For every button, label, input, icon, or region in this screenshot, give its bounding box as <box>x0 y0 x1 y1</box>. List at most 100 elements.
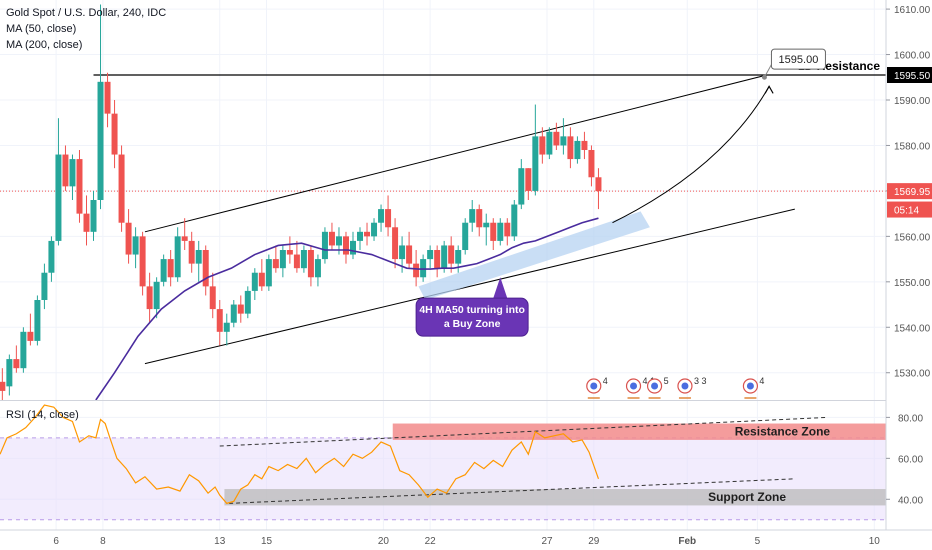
event-count: 4 1 <box>643 376 656 386</box>
time-tick-label: 8 <box>100 536 106 547</box>
candle-body <box>195 250 202 264</box>
price-badge-label: 1569.95 <box>894 187 931 198</box>
candle-body <box>490 222 497 241</box>
time-tick-label: 20 <box>378 536 390 547</box>
candle-body <box>371 222 378 237</box>
candle-body <box>41 272 48 300</box>
candles <box>0 4 602 400</box>
rsi-tick-label: 60.00 <box>898 454 923 465</box>
candle-body <box>104 81 111 114</box>
candle-body <box>230 304 237 323</box>
candle-body <box>146 286 153 310</box>
candle-body <box>546 131 553 155</box>
event-marker-flag-icon <box>746 382 754 390</box>
price-tick-label: 1610.00 <box>894 5 931 16</box>
candle-body <box>181 236 188 241</box>
time-tick-label: 29 <box>588 536 600 547</box>
chart-title: Gold Spot / U.S. Dollar, 240, IDC <box>6 7 167 19</box>
candle-body <box>476 209 483 228</box>
price-tick-label: 1600.00 <box>894 51 931 62</box>
candle-body <box>378 209 385 223</box>
time-tick-label: 27 <box>541 536 553 547</box>
price-tick-label: 1590.00 <box>894 96 931 107</box>
candle-body <box>188 240 195 264</box>
candle-body <box>497 222 504 241</box>
candle-body <box>399 245 406 260</box>
candle-body <box>392 227 399 260</box>
price-badge-label: 1595.50 <box>894 71 931 82</box>
callout-pointer <box>493 277 508 299</box>
candle-body <box>462 222 469 250</box>
event-marker-flag-icon <box>681 382 689 390</box>
candle-body <box>174 236 181 278</box>
event-count: 3 3 <box>694 376 707 386</box>
projection-arrowhead <box>764 85 774 94</box>
ma50-line <box>95 217 599 401</box>
price-tick-label: 1580.00 <box>894 141 931 152</box>
candle-body <box>0 381 6 391</box>
time-tick-label: 22 <box>425 536 437 547</box>
candle-body <box>69 159 76 187</box>
candle-body <box>581 140 588 150</box>
support-zone <box>224 489 886 506</box>
resistance-zone-label: Resistance Zone <box>735 425 831 439</box>
rsi-line <box>0 404 600 505</box>
candle-body <box>27 331 34 341</box>
price-tick-label: 1550.00 <box>894 278 931 289</box>
ma50-series <box>95 217 599 401</box>
candle-body <box>307 250 314 278</box>
candle-body <box>265 259 272 287</box>
event-count: 5 <box>664 376 669 386</box>
rsi-zones: Resistance Zone Support Zone <box>219 416 886 506</box>
candle-body <box>595 177 602 192</box>
price-tick-label: 1530.00 <box>894 369 931 380</box>
candle-body <box>97 81 104 200</box>
candle-body <box>567 136 574 160</box>
candle-body <box>321 231 328 260</box>
time-tick-label: Feb <box>678 536 696 547</box>
event-markers: 4 4 1 5 3 3 4 <box>586 376 764 399</box>
candle-body <box>62 154 69 187</box>
candle-body <box>349 240 356 255</box>
rsi-lower-trendline <box>229 478 795 504</box>
channel-lower-line <box>144 208 795 365</box>
candle-body <box>286 250 293 255</box>
price-tick-label: 1540.00 <box>894 323 931 334</box>
candle-body <box>237 304 244 314</box>
candle-body <box>511 204 518 237</box>
time-tick-label: 13 <box>214 536 226 547</box>
event-marker-flag-icon <box>651 382 659 390</box>
candle-body <box>588 150 595 178</box>
callout-line-2: a Buy Zone <box>444 318 501 330</box>
main-pane-background <box>0 0 886 400</box>
target-label: 1595.00 <box>779 54 819 66</box>
candle-body <box>125 222 132 255</box>
price-badge <box>887 201 932 218</box>
candle-body <box>55 154 62 241</box>
candle-body <box>76 159 83 214</box>
rsi-upper-trendline <box>219 416 828 447</box>
candle-body <box>251 272 258 291</box>
candle-body <box>532 136 539 191</box>
candle-body <box>455 250 462 264</box>
candle-body <box>6 359 13 387</box>
candle-body <box>139 236 146 287</box>
rsi-series <box>0 404 600 505</box>
candle-body <box>272 259 279 269</box>
price-badge <box>887 67 932 83</box>
callout-box <box>415 297 529 337</box>
time-tick-label: 15 <box>261 536 273 547</box>
candle-body <box>300 250 307 269</box>
candle-body <box>518 168 525 205</box>
event-marker-flag-icon <box>590 382 598 390</box>
candle-body <box>167 259 174 278</box>
resistance-zone <box>392 423 886 440</box>
rsi-tick-label: 40.00 <box>898 495 923 506</box>
candle-body <box>48 240 55 273</box>
candle-body <box>118 154 125 223</box>
target-label-box <box>770 48 826 70</box>
candle-body <box>539 136 546 155</box>
candle-body <box>328 231 335 246</box>
